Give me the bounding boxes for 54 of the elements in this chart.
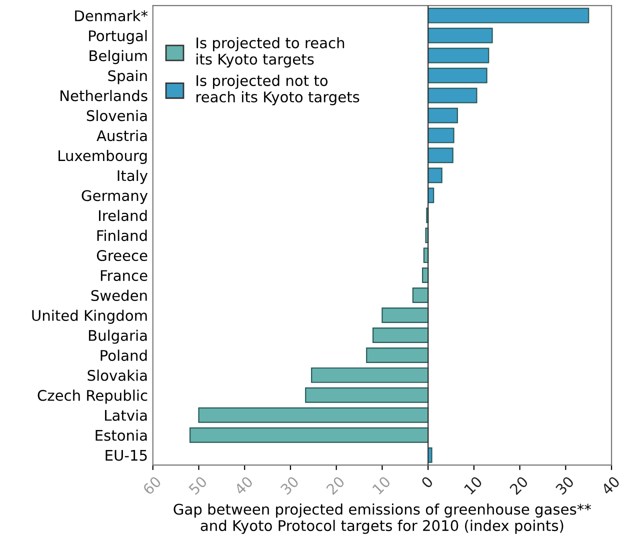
y-tick-label: Sweden: [91, 290, 147, 302]
y-tick-label: Ireland: [99, 210, 147, 222]
bar: [366, 347, 429, 363]
y-tick-label: Slovakia: [88, 370, 147, 381]
y-tick-label: Poland: [100, 350, 147, 361]
bar: [428, 168, 442, 184]
x-tick-label: 40: [600, 476, 620, 496]
bar: [428, 88, 478, 104]
x-tick-label: 20: [509, 476, 529, 496]
y-tick-label: EU-15: [106, 450, 147, 461]
y-tick-label: Finland: [97, 230, 147, 242]
y-tick-label: Greece: [96, 250, 148, 262]
x-tick-label: 50: [188, 476, 208, 496]
x-tick-label: 10: [372, 476, 392, 495]
bar: [305, 387, 429, 403]
bar: [428, 128, 454, 144]
y-tick-label: Latvia: [105, 410, 147, 421]
bar: [428, 28, 493, 44]
bar: [428, 108, 458, 124]
x-tick-label: 10: [464, 476, 483, 495]
legend-label: Is projected to reach its Kyoto targets: [196, 37, 344, 68]
y-tick-label: Luxembourg: [58, 150, 147, 164]
bar: [189, 427, 429, 443]
y-tick-label: Estonia: [96, 430, 147, 441]
y-tick-label: Spain: [108, 70, 147, 84]
bar: [311, 367, 429, 383]
y-tick-label: Slovenia: [86, 110, 147, 122]
y-tick-label: Netherlands: [60, 90, 148, 102]
x-tick-label: 60: [142, 476, 162, 496]
x-tick-label: 20: [326, 476, 346, 496]
bar: [428, 48, 490, 64]
bar: [428, 8, 590, 24]
y-tick-label: Belgium: [90, 50, 147, 64]
x-tick-label: 0: [420, 476, 434, 489]
bar: [198, 407, 429, 423]
y-tick-label: Denmark*: [75, 10, 148, 22]
bar: [372, 327, 429, 343]
bar: [382, 308, 429, 323]
y-tick-label: Austria: [96, 130, 147, 142]
x-tick-label: 40: [234, 476, 254, 496]
y-tick-label: Italy: [118, 170, 148, 184]
bar: [412, 288, 429, 304]
legend-label: Is projected not to reach its Kyoto targets: [196, 74, 360, 106]
bar: [428, 148, 454, 164]
y-tick-label: Portugal: [89, 30, 147, 44]
bar: [428, 68, 488, 84]
y-tick-label: United Kingdom: [32, 310, 147, 324]
y-tick-label: France: [100, 270, 148, 282]
x-axis-title: Gap between projected emissions of greenhouse gases** and Kyoto Protocol targets for 2010 (index points): [174, 503, 592, 534]
y-tick-label: Germany: [82, 190, 148, 204]
x-tick-label: 30: [555, 476, 575, 496]
x-tick-label: 30: [280, 476, 300, 496]
y-tick-label: Czech Republic: [38, 390, 148, 404]
y-tick-label: Bulgaria: [88, 330, 147, 344]
